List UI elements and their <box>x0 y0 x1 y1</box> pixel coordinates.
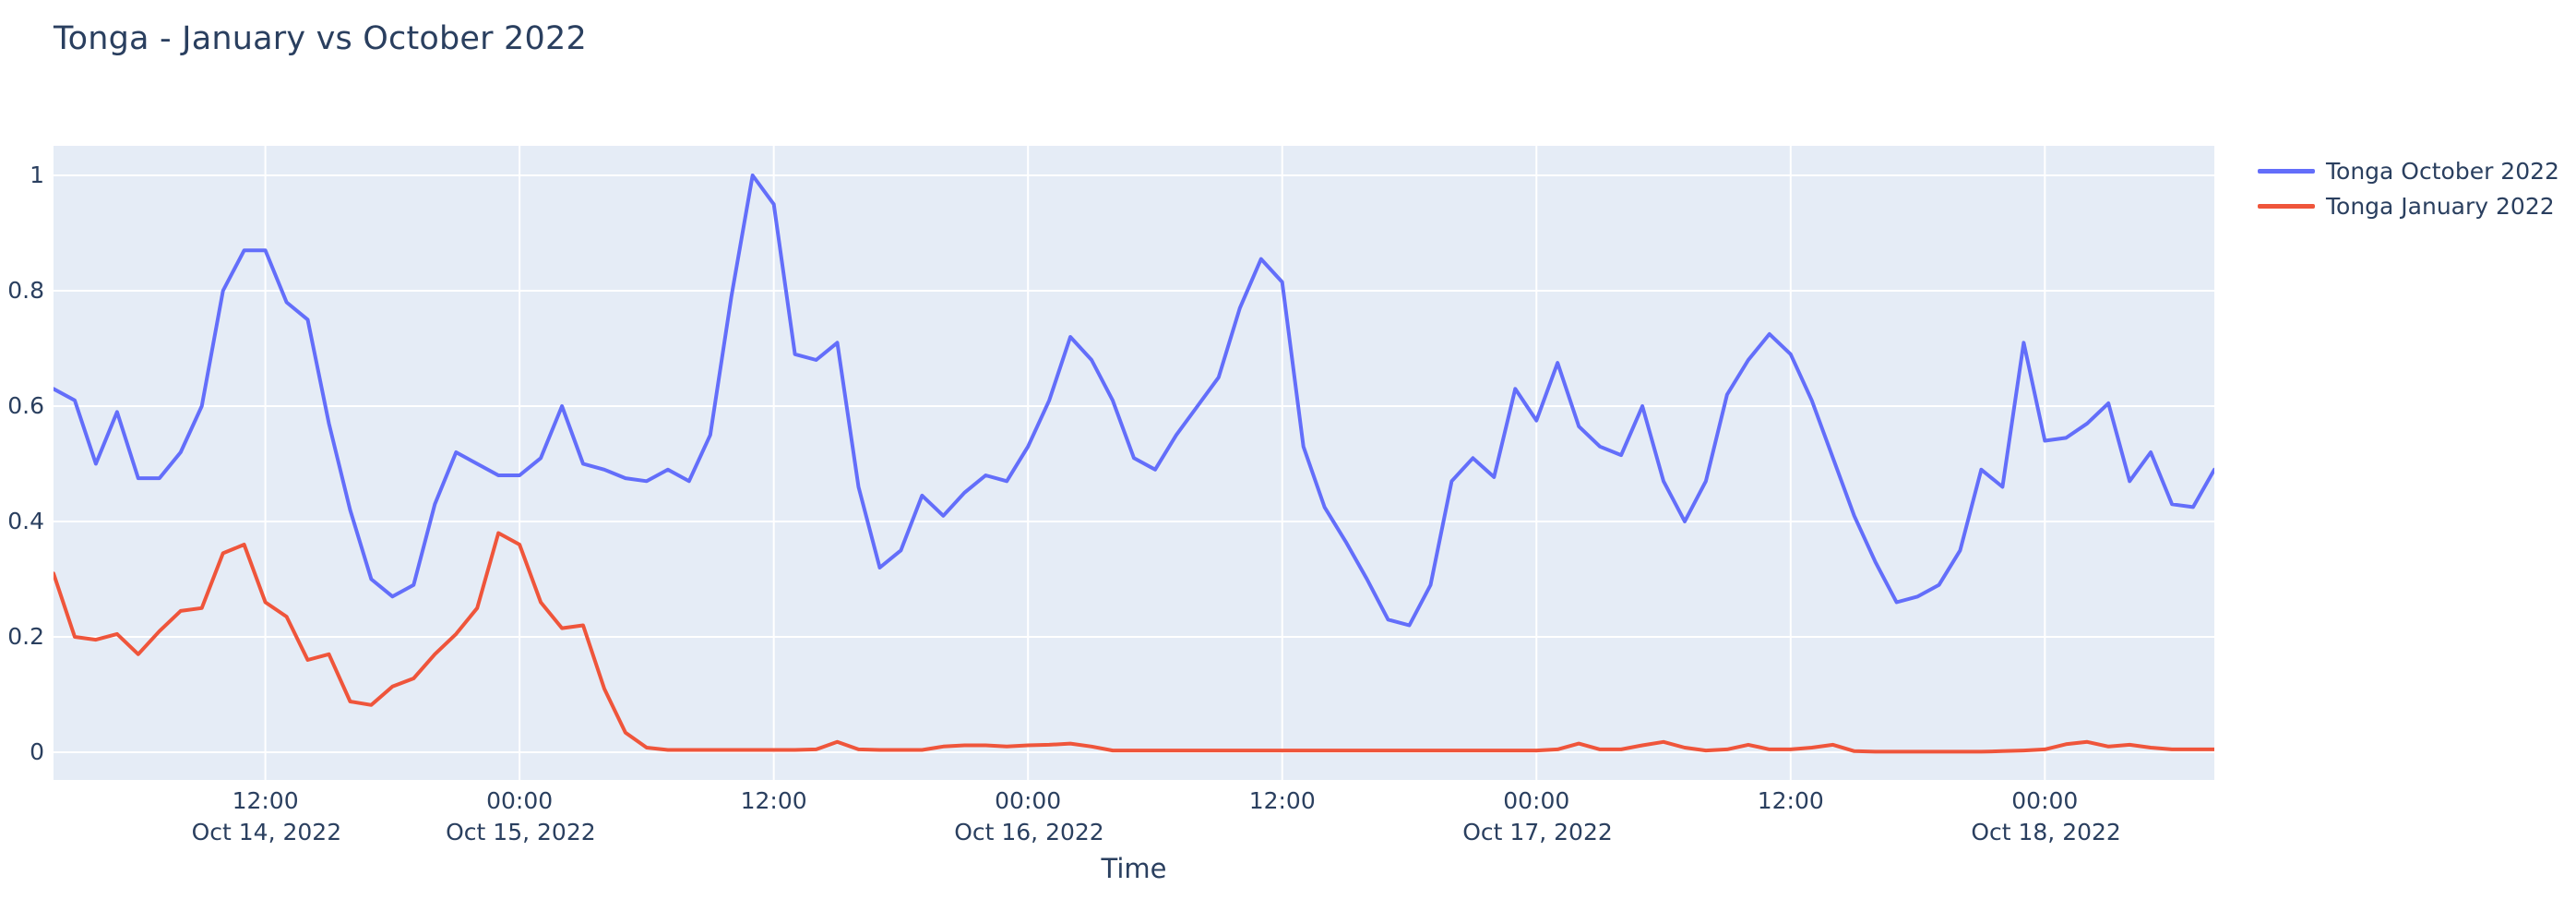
y-tick-label: 0 <box>30 738 44 765</box>
legend-line-swatch-january <box>2258 203 2315 209</box>
x-tick-time: 00:00 <box>1503 787 1570 814</box>
y-tick-label: 0.6 <box>7 392 44 419</box>
series-line-tonga-october-2022 <box>54 174 2214 628</box>
x-tick-label: 00:00 Oct 15, 2022 <box>446 787 596 846</box>
chart-canvas <box>54 146 2214 780</box>
x-tick-date: Oct 17, 2022 <box>1462 819 1613 845</box>
y-tick-label: 1 <box>30 162 44 188</box>
y-tick-label: 0.4 <box>7 508 44 534</box>
legend: Tonga October 2022 Tonga January 2022 <box>2258 153 2559 223</box>
plot-area <box>54 146 2214 780</box>
x-tick-time: 00:00 <box>486 787 554 814</box>
x-tick-time: 00:00 <box>2011 787 2079 814</box>
x-tick-label: 12:00 <box>1209 787 1356 815</box>
x-tick-time: 12:00 <box>232 787 299 814</box>
x-tick-label: 00:00 Oct 18, 2022 <box>1971 787 2121 846</box>
series-line-tonga-january-2022 <box>54 531 2214 754</box>
legend-item-tonga-october-2022[interactable]: Tonga October 2022 <box>2258 153 2559 188</box>
y-tick-label: 0.2 <box>7 623 44 650</box>
legend-label: Tonga October 2022 <box>2326 157 2559 185</box>
legend-item-tonga-january-2022[interactable]: Tonga January 2022 <box>2258 188 2559 223</box>
x-axis-title: Time <box>1101 853 1167 884</box>
x-tick-date: Oct 15, 2022 <box>446 819 596 845</box>
x-tick-time: 00:00 <box>995 787 1062 814</box>
y-tick-label: 0.8 <box>7 277 44 304</box>
x-tick-date: Oct 16, 2022 <box>954 819 1104 845</box>
x-tick-label: 12:00 <box>700 787 848 815</box>
x-tick-time: 12:00 <box>1248 787 1316 814</box>
x-tick-date: Oct 14, 2022 <box>191 819 342 845</box>
x-tick-date: Oct 18, 2022 <box>1971 819 2121 845</box>
legend-label: Tonga January 2022 <box>2326 192 2555 220</box>
x-tick-label: 12:00 <box>1717 787 1865 815</box>
x-tick-label: 12:00 Oct 14, 2022 <box>191 787 342 846</box>
x-tick-time: 12:00 <box>1757 787 1824 814</box>
legend-line-swatch-october <box>2258 168 2315 174</box>
plot-background <box>54 146 2214 780</box>
x-tick-label: 00:00 Oct 16, 2022 <box>954 787 1104 846</box>
x-tick-label: 00:00 Oct 17, 2022 <box>1462 787 1613 846</box>
chart-title: Tonga - January vs October 2022 <box>54 20 587 57</box>
x-tick-time: 12:00 <box>740 787 807 814</box>
